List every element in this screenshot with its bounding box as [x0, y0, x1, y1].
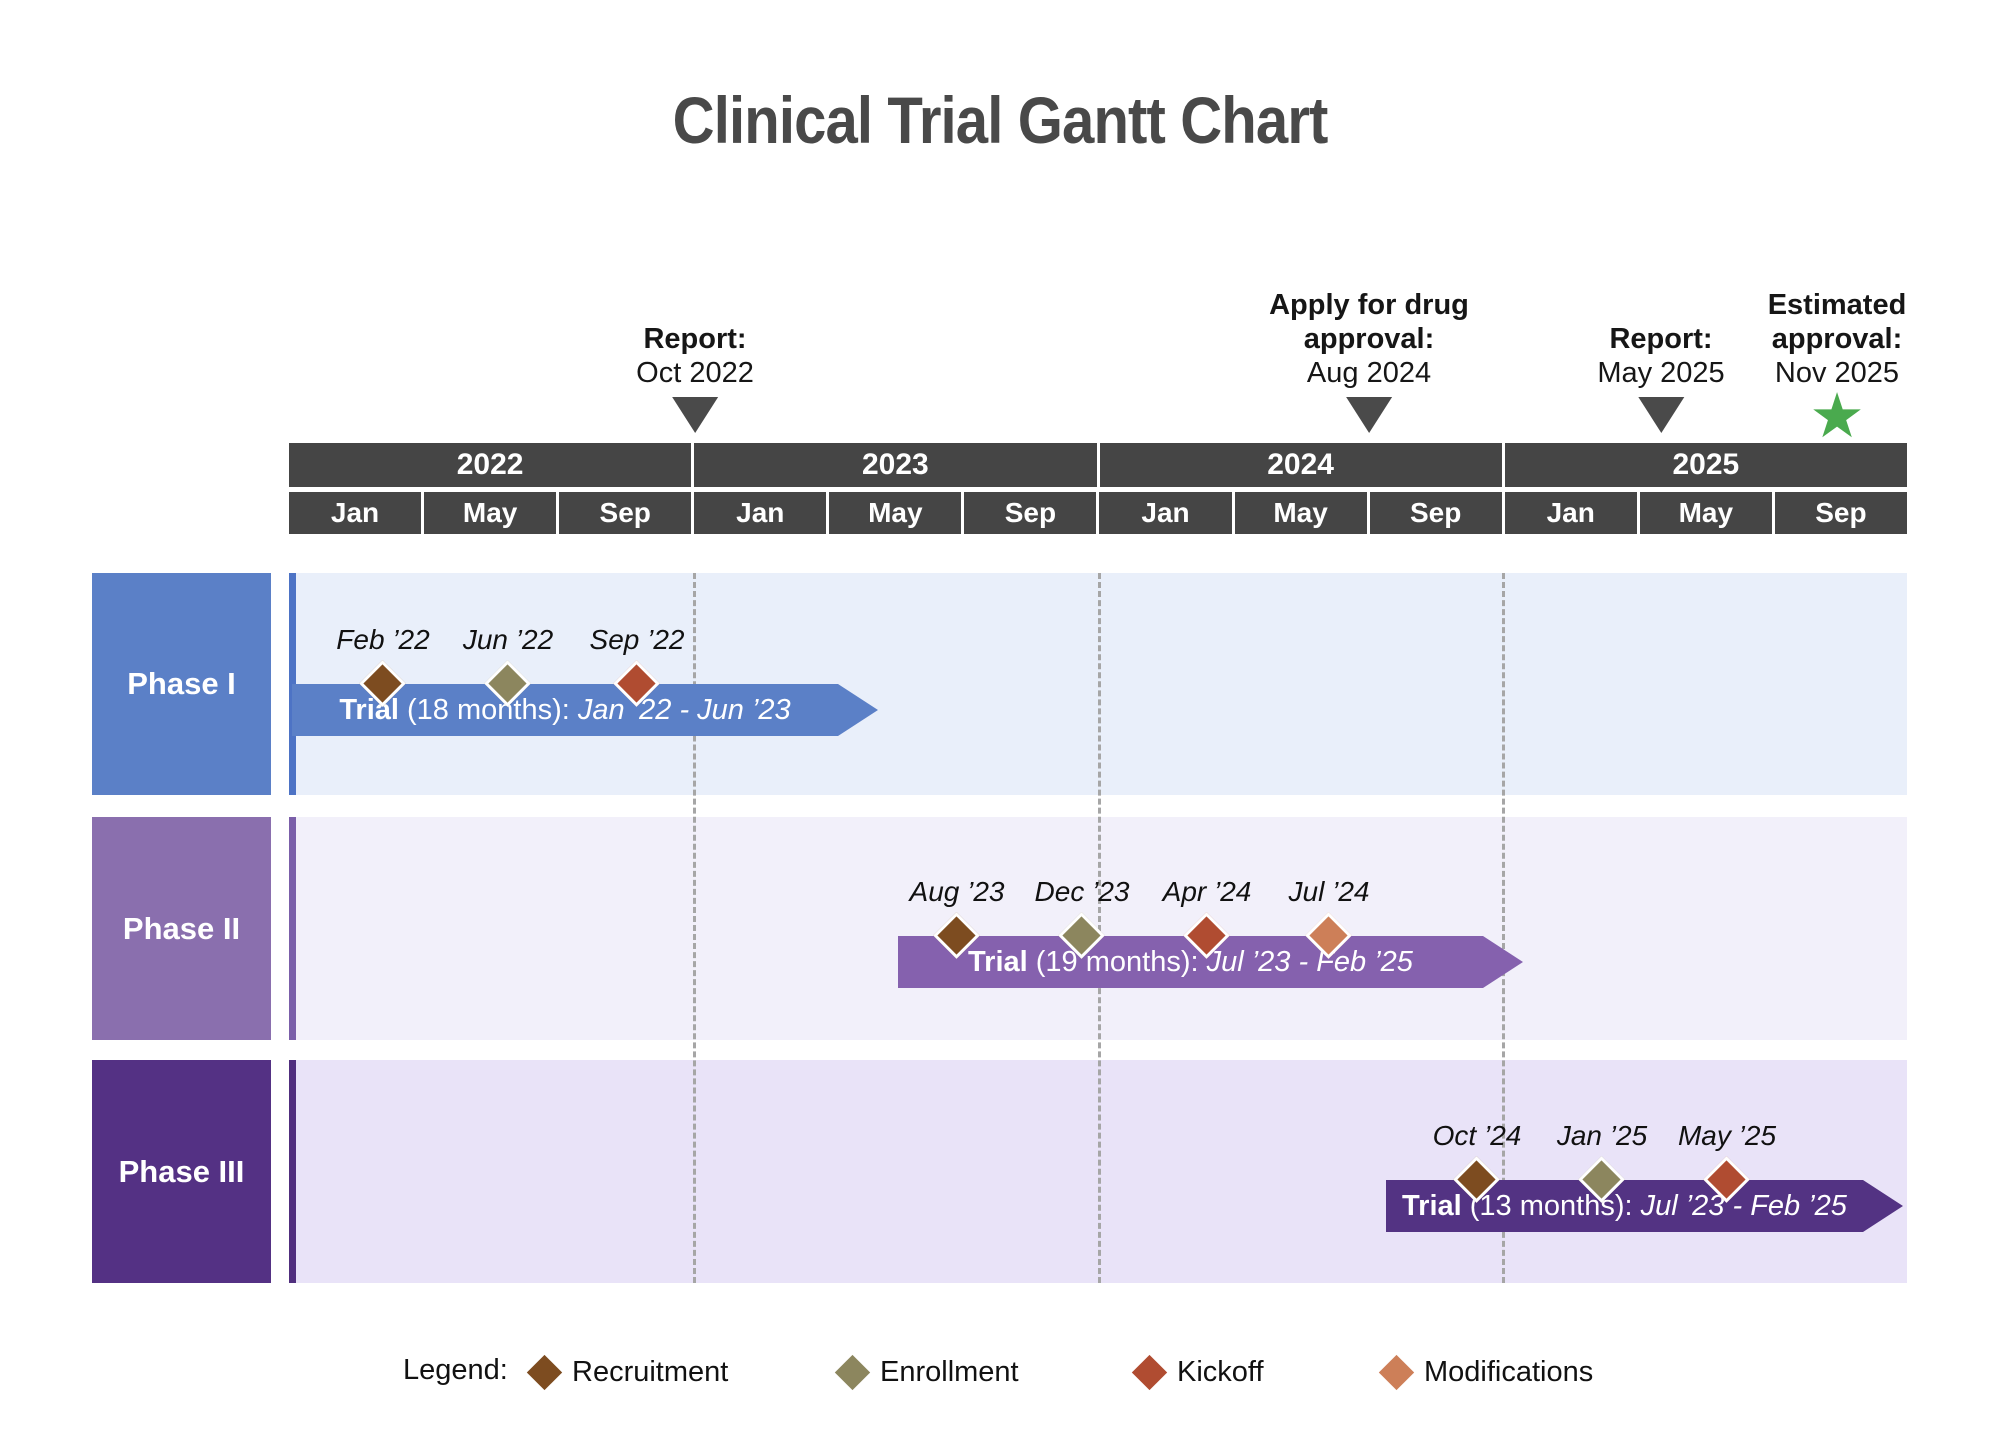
year-gridline	[693, 573, 696, 1283]
recruitment-diamond-icon	[526, 1354, 563, 1390]
bar-duration: (13 months):	[1461, 1190, 1641, 1222]
annotation-date: Nov 2025	[1774, 357, 1900, 389]
timeline-month-header: Jan May Sep Jan May Sep Jan May Sep Jan …	[289, 492, 1907, 534]
bar-dates: Jan ’22 - Jun ’23	[577, 694, 791, 726]
bar-duration: (19 months):	[1027, 946, 1207, 978]
annotation-label: Report:	[1609, 323, 1713, 355]
bar-dates: Jul ’23 - Feb ’25	[1206, 946, 1413, 978]
year-cell: 2022	[289, 443, 692, 487]
annotation-label: Estimated	[1767, 289, 1907, 321]
month-cell: Jan	[1099, 492, 1232, 534]
milestone-date: Jun ’22	[462, 624, 554, 655]
legend-title: Legend:	[403, 1354, 508, 1386]
legend-item-kickoff: Kickoff	[1131, 1342, 1264, 1402]
milestone-date: Apr ’24	[1162, 876, 1252, 907]
phase1-label-box: Phase I	[92, 573, 271, 795]
legend-item-modifications: Modifications	[1378, 1342, 1594, 1402]
modifications-diamond-icon	[1378, 1354, 1415, 1390]
bar-title: Trial	[1402, 1190, 1462, 1222]
phase-label: Phase II	[122, 910, 241, 946]
month-cell: Jan	[694, 492, 827, 534]
legend: Legend: Recruitment Enrollment Kickoff M…	[0, 1342, 2000, 1402]
annotation-label: Report:	[643, 323, 747, 355]
annotation-label: approval:	[1303, 323, 1435, 355]
annotation-report-may-2025: Report: May 2025	[1597, 322, 1725, 433]
annotation-label: Apply for drug	[1269, 289, 1469, 321]
bar-dates: Jul ’23 - Feb ’25	[1640, 1190, 1847, 1222]
legend-item-enrollment: Enrollment	[834, 1342, 1019, 1402]
month-cell: May	[424, 492, 557, 534]
annotation-apply-drug-approval: Apply for drug approval: Aug 2024	[1269, 288, 1469, 433]
annotation-estimated-approval: Estimated approval: Nov 2025 ★	[1767, 288, 1907, 451]
annotation-date: Aug 2024	[1306, 357, 1432, 389]
bar-duration: (18 months):	[398, 694, 578, 726]
year-cell: 2025	[1504, 443, 1907, 487]
milestone-date: Jan ’25	[1556, 1120, 1648, 1151]
year-gridline	[1502, 573, 1505, 1283]
month-cell: May	[1639, 492, 1772, 534]
kickoff-diamond-icon	[1131, 1354, 1168, 1390]
legend-item-label: Kickoff	[1177, 1355, 1264, 1388]
annotation-date: Oct 2022	[636, 357, 754, 389]
triangle-marker-icon	[672, 397, 718, 433]
milestone-date: Oct ’24	[1432, 1120, 1522, 1151]
month-cell: Jan	[1504, 492, 1637, 534]
phase2-label-box: Phase II	[92, 817, 271, 1040]
phase3-label-box: Phase III	[92, 1060, 271, 1283]
star-marker-icon: ★	[1809, 382, 1865, 451]
month-cell: Sep	[559, 492, 692, 534]
year-gridline	[1098, 573, 1101, 1283]
milestone-date: Aug ’23	[909, 876, 1005, 907]
milestone-date: Feb ’22	[336, 624, 430, 655]
legend-item-label: Enrollment	[880, 1355, 1019, 1388]
legend-item-label: Recruitment	[572, 1355, 729, 1388]
milestone-date: Sep ’22	[589, 624, 685, 655]
legend-item-label: Modifications	[1424, 1355, 1594, 1388]
month-cell: Sep	[1774, 492, 1907, 534]
milestone-date: Jul ’24	[1288, 876, 1370, 907]
legend-item-recruitment: Recruitment	[526, 1342, 729, 1402]
phase2-accent-line	[289, 817, 296, 1040]
timeline-year-header: 2022 2023 2024 2025	[289, 443, 1907, 487]
milestone-date: May ’25	[1677, 1120, 1777, 1151]
annotation-date: May 2025	[1597, 357, 1725, 389]
phase-label: Phase III	[118, 1153, 245, 1189]
bar-title: Trial	[968, 946, 1028, 978]
month-cell: Sep	[964, 492, 1097, 534]
month-cell: May	[829, 492, 962, 534]
month-cell: Jan	[289, 492, 422, 534]
year-cell: 2023	[694, 443, 1097, 487]
triangle-marker-icon	[1345, 397, 1392, 433]
milestone-date: Dec ’23	[1034, 876, 1130, 907]
page-title: Clinical Trial Gantt Chart	[672, 83, 1329, 157]
month-cell: Sep	[1369, 492, 1502, 534]
triangle-marker-icon	[1637, 397, 1684, 433]
enrollment-diamond-icon	[834, 1354, 871, 1390]
annotation-label: approval:	[1771, 323, 1903, 355]
phase-label: Phase I	[127, 666, 236, 701]
year-cell: 2024	[1099, 443, 1502, 487]
month-cell: May	[1234, 492, 1367, 534]
annotation-report-oct-2022: Report: Oct 2022	[636, 322, 754, 433]
phase3-accent-line	[289, 1060, 296, 1283]
phase2-trial-bar: Trial (19 months): Jul ’23 - Feb ’25	[898, 936, 1523, 988]
